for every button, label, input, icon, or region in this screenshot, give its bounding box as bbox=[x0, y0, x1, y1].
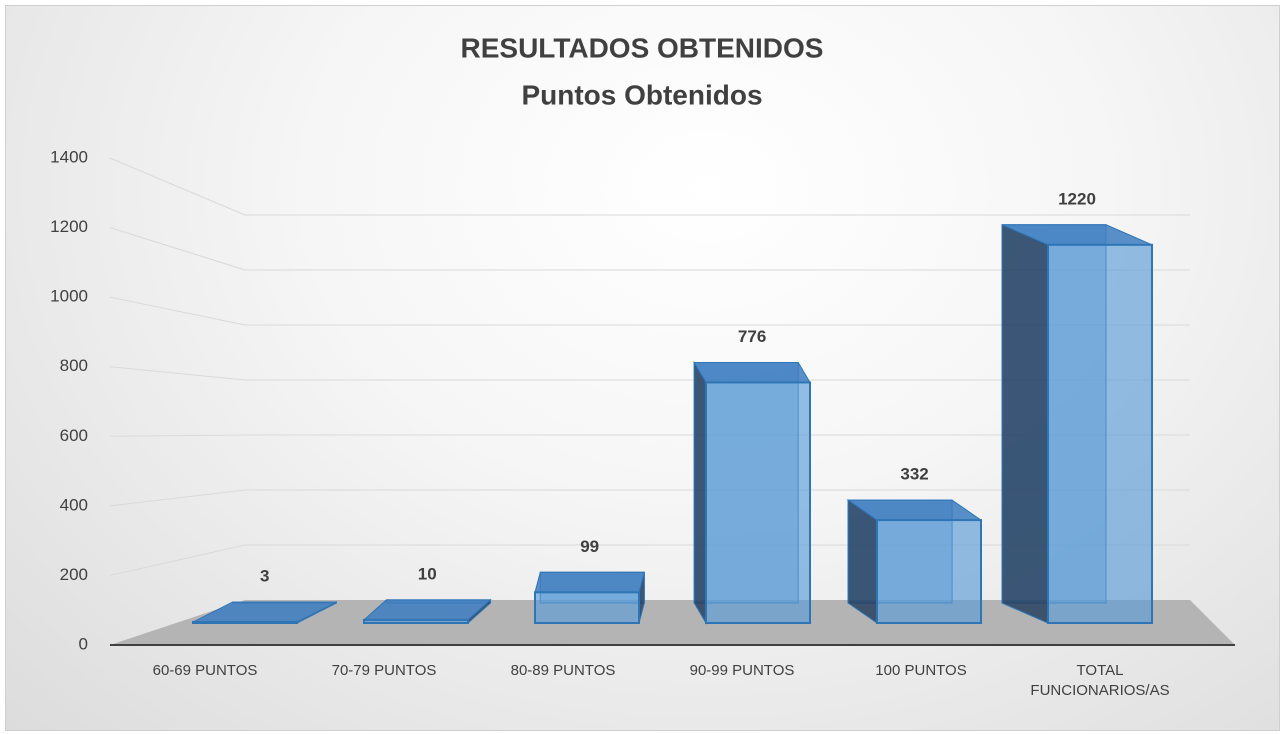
y-tick-label: 800 bbox=[60, 356, 88, 375]
bar-front bbox=[534, 591, 640, 624]
bar-front bbox=[1047, 243, 1153, 625]
y-tick-label: 200 bbox=[60, 565, 88, 584]
data-label: 10 bbox=[418, 564, 437, 583]
y-tick-label: 600 bbox=[60, 426, 88, 445]
x-tick-label: 60-69 PUNTOS bbox=[152, 662, 258, 679]
bar-front bbox=[876, 519, 982, 625]
bar-side bbox=[1001, 224, 1049, 624]
bar-top bbox=[693, 361, 811, 383]
grid-line-side bbox=[109, 296, 246, 326]
bar bbox=[362, 598, 492, 625]
data-label: 332 bbox=[900, 465, 928, 484]
grid-line bbox=[109, 157, 1190, 216]
bar-top bbox=[534, 571, 645, 593]
grid-line-side bbox=[109, 489, 246, 507]
bar-front bbox=[192, 621, 298, 625]
data-label: 776 bbox=[738, 327, 766, 346]
x-tick-label: 100 PUNTOS bbox=[875, 662, 967, 679]
bar-side bbox=[847, 499, 878, 624]
grid-line-side bbox=[109, 434, 246, 437]
x-tick-label: TOTAL FUNCIONARIOS/AS bbox=[1030, 662, 1170, 699]
x-tick-label: 70-79 PUNTOS bbox=[331, 662, 437, 679]
x-tick-label: 80-89 PUNTOS bbox=[510, 662, 616, 679]
grid-line-side bbox=[109, 227, 246, 271]
y-tick-label: 1400 bbox=[50, 147, 88, 166]
bar-front bbox=[363, 618, 469, 625]
grid-line-side bbox=[109, 366, 246, 381]
data-label: 99 bbox=[580, 537, 599, 556]
bar bbox=[534, 571, 645, 624]
x-tick-label: 90-99 PUNTOS bbox=[689, 662, 795, 679]
bar bbox=[192, 601, 337, 625]
bar bbox=[846, 499, 983, 625]
bar bbox=[1001, 224, 1153, 625]
grid-line-side bbox=[109, 544, 246, 576]
chart-title: RESULTADOS OBTENIDOS bbox=[461, 32, 824, 63]
data-label: 3 bbox=[260, 567, 269, 586]
y-tick-label: 1000 bbox=[50, 287, 88, 306]
bar-top bbox=[362, 599, 492, 621]
data-label: 1220 bbox=[1058, 189, 1096, 208]
y-tick-label: 0 bbox=[79, 634, 88, 653]
bar-side bbox=[693, 360, 707, 625]
bar bbox=[693, 360, 811, 625]
y-tick-label: 400 bbox=[60, 495, 88, 514]
y-tick-label: 1200 bbox=[50, 217, 88, 236]
grid-line-side bbox=[109, 157, 246, 216]
chart-subtitle: Puntos Obtenidos bbox=[521, 79, 762, 110]
bar-front bbox=[705, 381, 811, 624]
